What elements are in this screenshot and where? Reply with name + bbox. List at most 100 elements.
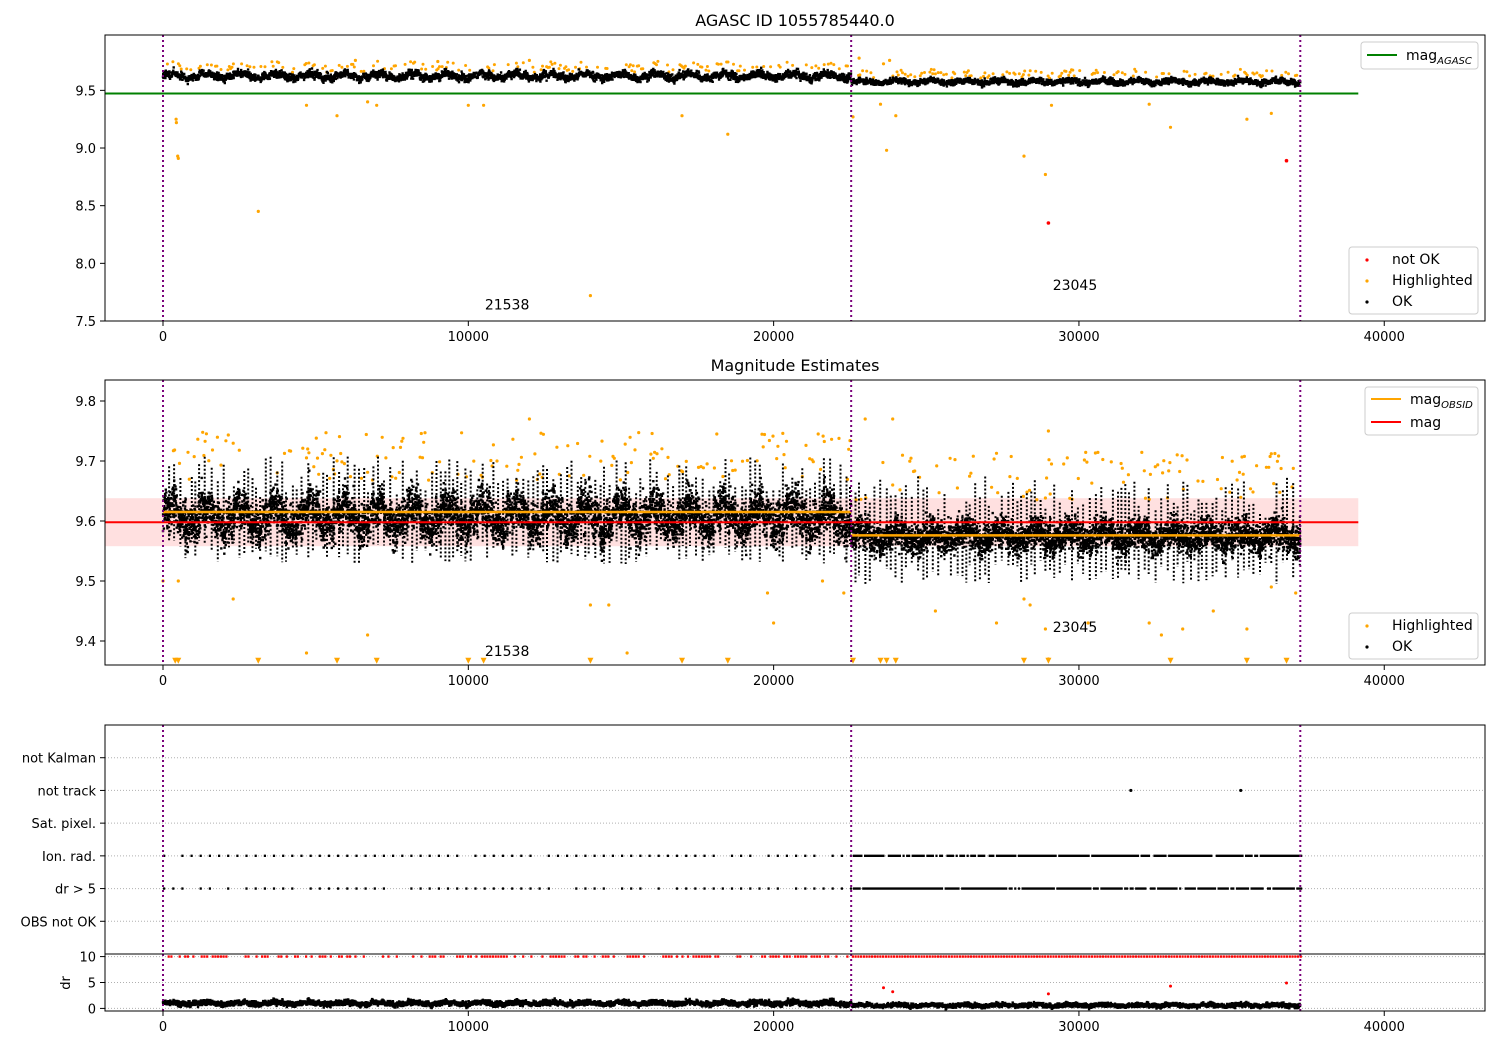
highlighted-point <box>335 114 339 118</box>
highlighted-point <box>909 73 913 77</box>
out-of-range-marker <box>1045 657 1052 664</box>
highlighted-point <box>913 469 917 473</box>
highlighted-point <box>666 63 669 67</box>
highlighted-point <box>401 436 405 440</box>
out-of-range-marker <box>255 657 262 664</box>
highlighted-point <box>270 60 274 64</box>
out-of-range-marker <box>587 657 594 664</box>
highlighted-point <box>637 431 641 435</box>
highlighted-point <box>1022 597 1026 601</box>
highlighted-point <box>633 448 637 452</box>
estimates-xtick-label: 0 <box>159 674 167 689</box>
highlighted-point <box>1082 458 1086 462</box>
highlighted-point <box>1148 472 1152 476</box>
highlighted-point <box>650 431 654 436</box>
highlighted-point <box>1269 452 1273 456</box>
agasc-legend-points: not OK Highlighted OK <box>1348 246 1479 315</box>
highlighted-point <box>994 451 999 455</box>
legend-marker-ok <box>1365 300 1369 304</box>
highlighted-point <box>1121 480 1126 484</box>
highlighted-point <box>1277 454 1281 458</box>
estimates-legend-label-highlighted: Highlighted <box>1392 618 1473 634</box>
highlighted-point <box>1235 478 1239 482</box>
highlighted-point <box>1248 487 1253 491</box>
highlighted-point <box>1147 102 1151 106</box>
highlighted-point <box>1175 453 1179 457</box>
highlighted-point <box>248 65 252 69</box>
flag-point <box>1239 788 1243 793</box>
highlighted-point <box>324 431 328 435</box>
highlighted-point <box>1005 70 1009 74</box>
highlighted-point <box>516 468 520 472</box>
agasc-legend-lines: magAGASC <box>1360 41 1479 70</box>
highlighted-point <box>629 461 634 465</box>
highlighted-point <box>1204 71 1208 75</box>
highlighted-point <box>816 432 820 436</box>
flag-category-label: Sat. pixel. <box>32 817 96 832</box>
highlighted-point <box>315 456 320 460</box>
out-of-range-marker <box>1283 657 1290 664</box>
highlighted-point <box>1064 69 1068 73</box>
flag-category-label: OBS not OK <box>21 915 97 930</box>
highlighted-point <box>628 435 632 439</box>
highlighted-point <box>851 115 855 119</box>
out-of-range-marker <box>1020 657 1027 664</box>
highlighted-point <box>1268 454 1272 459</box>
highlighted-point <box>1181 627 1185 631</box>
highlighted-point <box>1023 69 1027 73</box>
highlighted-point <box>394 64 397 68</box>
highlighted-point <box>196 437 200 441</box>
agasc-ytick-label: 8.5 <box>75 200 96 215</box>
highlighted-point <box>424 67 428 71</box>
highlighted-point <box>891 483 895 487</box>
highlighted-point <box>684 459 688 463</box>
highlighted-point <box>1219 487 1223 491</box>
highlighted-point <box>440 65 444 69</box>
highlighted-point <box>1241 472 1245 476</box>
highlighted-point <box>775 457 779 461</box>
highlighted-point <box>438 65 441 69</box>
highlighted-point <box>1178 469 1182 474</box>
highlighted-point <box>364 432 368 437</box>
highlighted-point <box>918 74 922 78</box>
highlighted-point <box>492 63 496 67</box>
highlighted-point <box>259 65 263 68</box>
highlighted-point <box>1143 496 1148 500</box>
highlighted-point <box>948 456 952 460</box>
highlighted-point <box>610 463 614 467</box>
highlighted-point <box>671 68 675 72</box>
highlighted-point <box>506 63 510 67</box>
highlighted-point <box>1238 67 1242 71</box>
highlighted-point <box>837 67 841 71</box>
highlighted-point <box>209 63 213 67</box>
highlighted-point <box>289 449 293 453</box>
highlighted-point <box>487 66 491 70</box>
flag-category-label: dr > 5 <box>55 883 96 898</box>
highlighted-point <box>281 65 285 69</box>
agasc-xtick-label: 20000 <box>753 330 794 345</box>
highlighted-point <box>1093 71 1097 75</box>
highlighted-point <box>1013 72 1017 76</box>
highlighted-point <box>1085 460 1089 464</box>
highlighted-point <box>765 591 770 595</box>
highlighted-point <box>755 459 759 463</box>
dr-points-obs-1 <box>161 997 853 1010</box>
highlighted-point <box>219 463 223 467</box>
highlighted-point <box>936 71 940 75</box>
highlighted-point <box>990 485 994 489</box>
highlighted-point <box>1215 477 1220 482</box>
highlighted-point <box>304 103 309 107</box>
highlighted-point <box>762 65 766 68</box>
highlighted-point <box>737 69 741 73</box>
highlighted-point <box>185 67 189 71</box>
highlighted-point <box>1168 125 1173 129</box>
highlighted-point <box>950 76 954 80</box>
highlighted-point <box>431 65 435 68</box>
highlighted-point <box>1251 490 1255 494</box>
highlighted-point <box>991 72 995 76</box>
highlighted-point <box>733 468 737 472</box>
highlighted-point <box>516 65 520 69</box>
highlighted-point <box>403 62 407 66</box>
highlighted-point <box>519 455 524 459</box>
highlighted-point <box>955 486 960 490</box>
